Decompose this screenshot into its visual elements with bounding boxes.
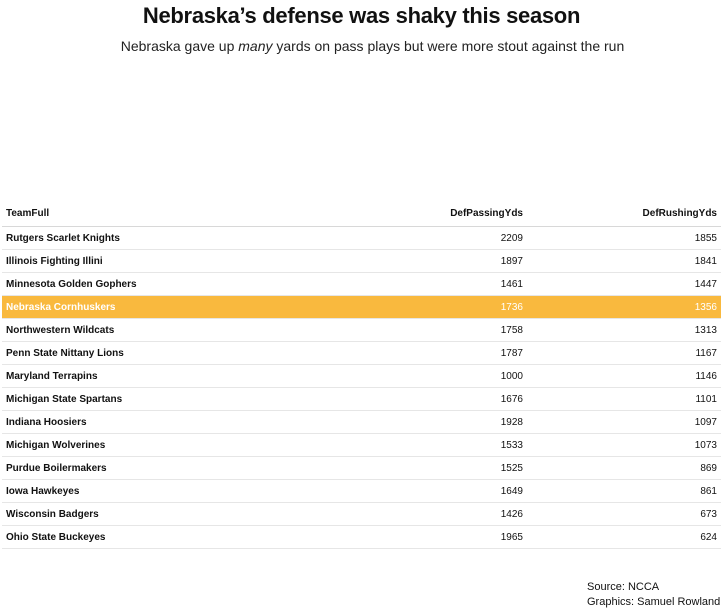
passing-yds-cell: 1000 xyxy=(362,364,527,388)
table-row: Ohio State Buckeyes 1965 624 xyxy=(2,525,721,549)
column-header-passing: DefPassingYds xyxy=(362,200,527,227)
column-header-team: TeamFull xyxy=(2,200,362,227)
source-label: Source: NCCA xyxy=(587,581,660,593)
team-cell: Maryland Terrapins xyxy=(2,364,362,388)
passing-yds-cell: 1758 xyxy=(362,318,527,342)
team-cell: Minnesota Golden Gophers xyxy=(2,272,362,296)
passing-yds-cell: 1461 xyxy=(362,272,527,296)
table-row: Minnesota Golden Gophers 1461 1447 xyxy=(2,272,721,296)
header-row: TeamFull DefPassingYds DefRushingYds xyxy=(2,200,721,227)
rushing-yds-cell: 1841 xyxy=(527,249,721,273)
rushing-yds-cell: 1146 xyxy=(527,364,721,388)
passing-yds-cell: 1426 xyxy=(362,502,527,526)
passing-yds-cell: 1676 xyxy=(362,387,527,411)
rushing-yds-cell: 1313 xyxy=(527,318,721,342)
column-header-rushing: DefRushingYds xyxy=(527,200,721,227)
table-row: Michigan Wolverines 1533 1073 xyxy=(2,433,721,457)
rushing-yds-cell: 1097 xyxy=(527,410,721,434)
passing-yds-cell: 1965 xyxy=(362,525,527,549)
rushing-yds-cell: 1855 xyxy=(527,226,721,250)
table-row: Rutgers Scarlet Knights 2209 1855 xyxy=(2,226,721,250)
passing-yds-cell: 1928 xyxy=(362,410,527,434)
passing-yds-cell: 2209 xyxy=(362,226,527,250)
team-cell: Rutgers Scarlet Knights xyxy=(2,226,362,250)
passing-yds-cell: 1787 xyxy=(362,341,527,365)
table-row: Wisconsin Badgers 1426 673 xyxy=(2,502,721,526)
team-cell: Indiana Hoosiers xyxy=(2,410,362,434)
rushing-yds-cell: 1447 xyxy=(527,272,721,296)
table-body: Rutgers Scarlet Knights 2209 1855 Illinois … xyxy=(2,226,721,549)
team-cell: Ohio State Buckeyes xyxy=(2,525,362,549)
passing-yds-cell: 1897 xyxy=(362,249,527,273)
table-row: Michigan State Spartans 1676 1101 xyxy=(2,387,721,411)
team-cell: Illinois Fighting Illini xyxy=(2,249,362,273)
table-row: Maryland Terrapins 1000 1146 xyxy=(2,364,721,388)
rushing-yds-cell: 1101 xyxy=(527,387,721,411)
stats-table: TeamFull DefPassingYds DefRushingYds Rut… xyxy=(2,200,721,549)
table-row-highlighted: Nebraska Cornhuskers 1736 1356 xyxy=(2,295,721,319)
rushing-yds-cell: 1356 xyxy=(527,295,721,319)
team-cell: Michigan Wolverines xyxy=(2,433,362,457)
chart-subtitle: Nebraska gave up many yards on pass play… xyxy=(0,38,723,54)
team-cell: Michigan State Spartans xyxy=(2,387,362,411)
table-row: Illinois Fighting Illini 1897 1841 xyxy=(2,249,721,273)
team-cell: Iowa Hawkeyes xyxy=(2,479,362,503)
table-row: Penn State Nittany Lions 1787 1167 xyxy=(2,341,721,365)
passing-yds-cell: 1649 xyxy=(362,479,527,503)
rushing-yds-cell: 869 xyxy=(527,456,721,480)
team-cell: Purdue Boilermakers xyxy=(2,456,362,480)
passing-yds-cell: 1525 xyxy=(362,456,527,480)
subtitle-text-end: yards on pass plays but were more stout … xyxy=(272,38,625,54)
team-cell: Wisconsin Badgers xyxy=(2,502,362,526)
credit-label: Graphics: Samuel Rowland xyxy=(587,596,721,608)
rushing-yds-cell: 673 xyxy=(527,502,721,526)
team-cell: Penn State Nittany Lions xyxy=(2,341,362,365)
subtitle-emphasis: many xyxy=(238,38,273,54)
table-row: Northwestern Wildcats 1758 1313 xyxy=(2,318,721,342)
passing-yds-cell: 1533 xyxy=(362,433,527,457)
rushing-yds-cell: 624 xyxy=(527,525,721,549)
source-note: Source: NCCA Graphics: Samuel Rowland xyxy=(587,580,720,610)
rushing-yds-cell: 1073 xyxy=(527,433,721,457)
team-cell: Nebraska Cornhuskers xyxy=(2,295,362,319)
rushing-yds-cell: 1167 xyxy=(527,341,721,365)
table-row: Purdue Boilermakers 1525 869 xyxy=(2,456,721,480)
chart-title: Nebraska’s defense was shaky this season xyxy=(142,3,581,28)
team-cell: Northwestern Wildcats xyxy=(2,318,362,342)
subtitle-text-start: Nebraska gave up xyxy=(120,38,239,54)
table-row: Iowa Hawkeyes 1649 861 xyxy=(2,479,721,503)
rushing-yds-cell: 861 xyxy=(527,479,721,503)
passing-yds-cell: 1736 xyxy=(362,295,527,319)
table-row: Indiana Hoosiers 1928 1097 xyxy=(2,410,721,434)
